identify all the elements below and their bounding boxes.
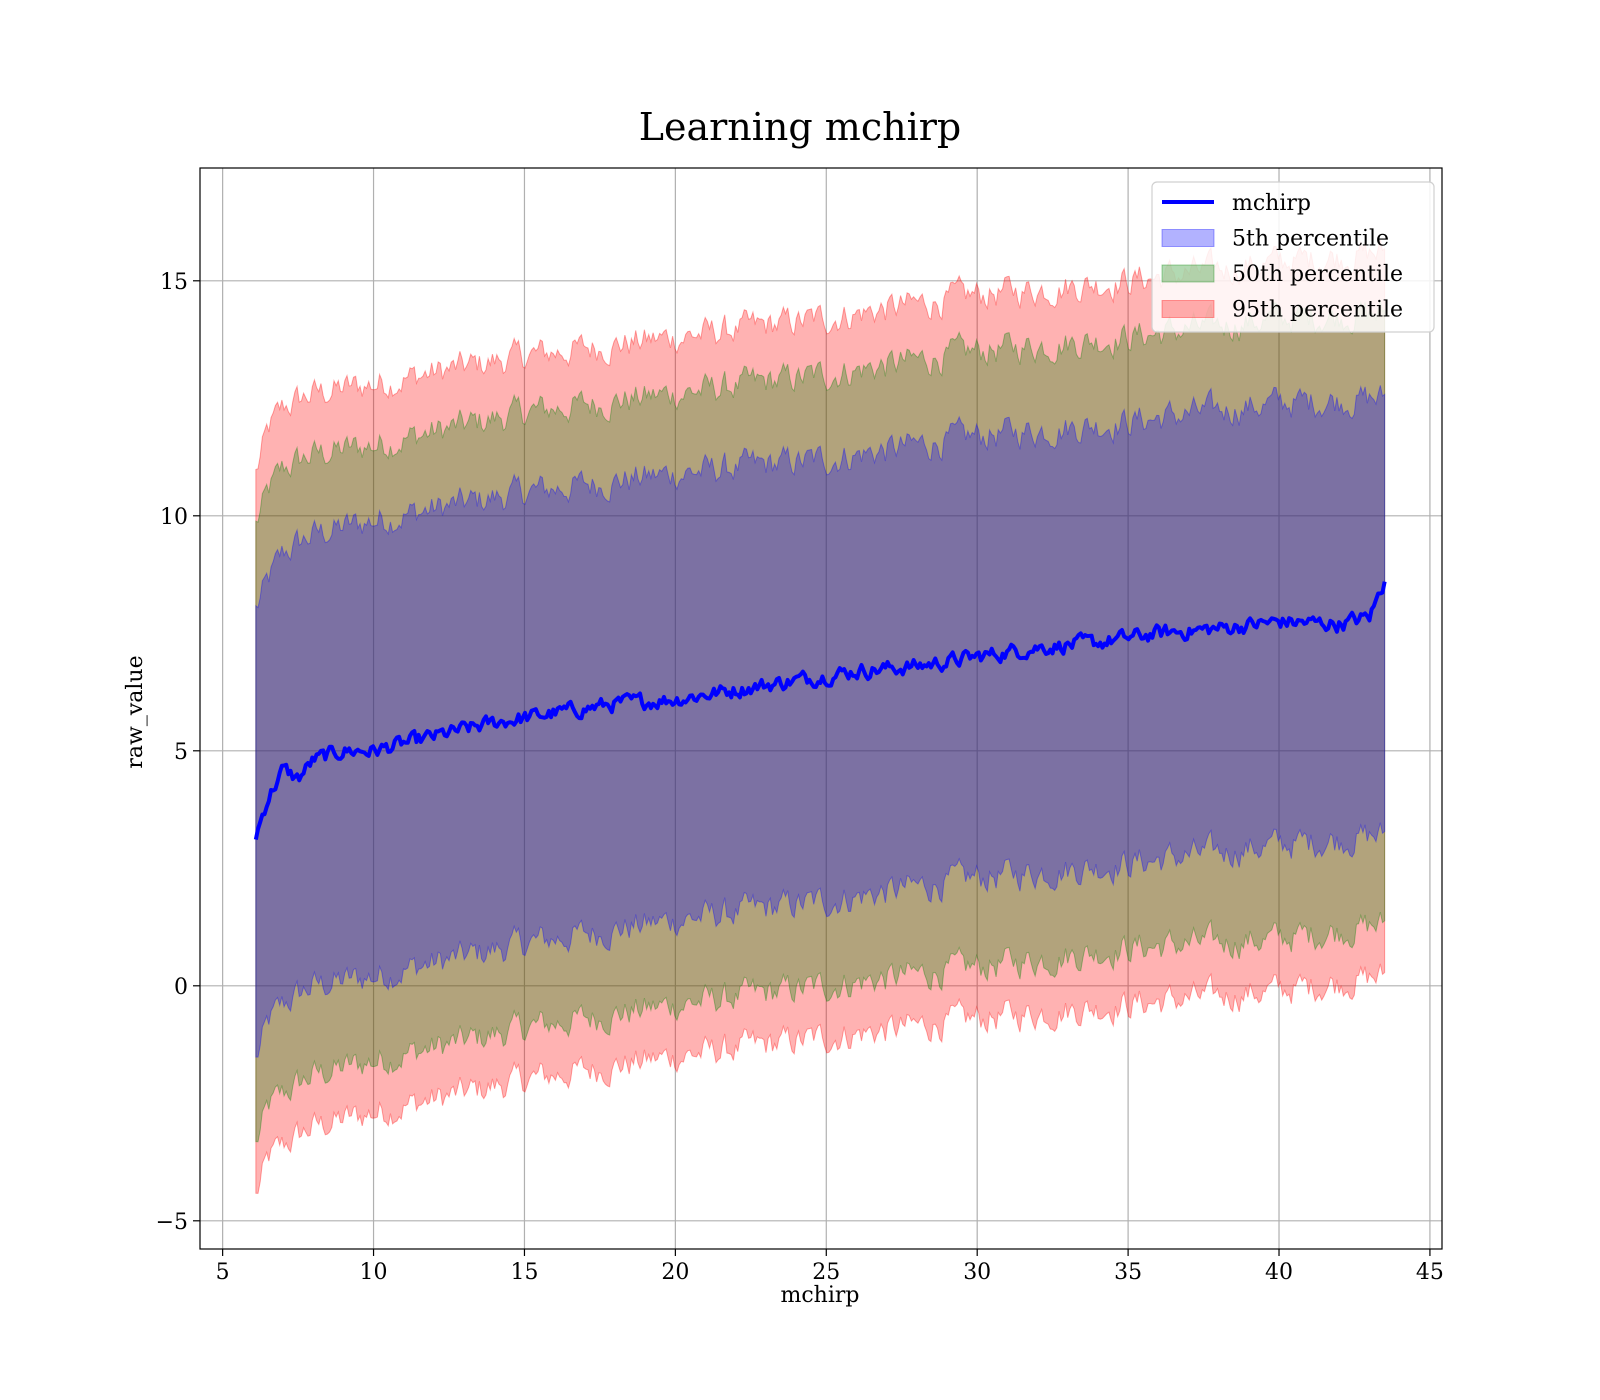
x-tick-label: 25 xyxy=(812,1260,840,1285)
x-tick-label: 10 xyxy=(360,1260,388,1285)
mchirp-series-line xyxy=(253,581,1387,840)
x-tick-label: 30 xyxy=(963,1260,991,1285)
band-50th-percentile xyxy=(255,300,1386,1143)
x-tick-label: 5 xyxy=(216,1260,230,1285)
y-tick-label: 15 xyxy=(160,270,188,295)
x-tick-label: 35 xyxy=(1114,1260,1142,1285)
legend-swatch-patch xyxy=(1161,300,1215,318)
band-95th-percentile xyxy=(255,239,1386,1194)
legend-label: 50th percentile xyxy=(1232,262,1403,287)
x-tick-label: 20 xyxy=(661,1260,689,1285)
plot-frame xyxy=(199,167,1443,1250)
legend: mchirp 5th percentile 50th percentile 95th … xyxy=(1151,181,1435,333)
y-axis-label: raw_value xyxy=(123,655,148,768)
legend-label: 5th percentile xyxy=(1232,227,1389,252)
axis-ticks: 5 10 15 20 25 30 35 40 45 −5 0 5 10 15 xyxy=(156,270,1444,1285)
legend-swatch-patch xyxy=(1161,264,1215,283)
x-tick-label: 15 xyxy=(510,1260,538,1285)
y-tick-label: −5 xyxy=(156,1210,188,1235)
series-line-mchirp xyxy=(253,581,1387,840)
y-tick-label: 0 xyxy=(174,975,188,1000)
percentile-bands xyxy=(255,239,1386,1194)
legend-swatch-patch xyxy=(1161,229,1215,247)
y-tick-label: 5 xyxy=(174,740,188,765)
y-tick-label: 10 xyxy=(160,505,188,530)
legend-label: 95th percentile xyxy=(1232,298,1403,323)
x-tick-label: 40 xyxy=(1265,1260,1293,1285)
grid-lines xyxy=(200,168,1442,1249)
chart-title: Learning mchirp xyxy=(639,105,961,149)
legend-box xyxy=(1151,181,1435,333)
x-tick-label: 45 xyxy=(1416,1260,1444,1285)
x-axis-label: mchirp xyxy=(781,1283,860,1308)
legend-label: mchirp xyxy=(1232,191,1311,216)
band-5th-percentile xyxy=(255,385,1386,1058)
